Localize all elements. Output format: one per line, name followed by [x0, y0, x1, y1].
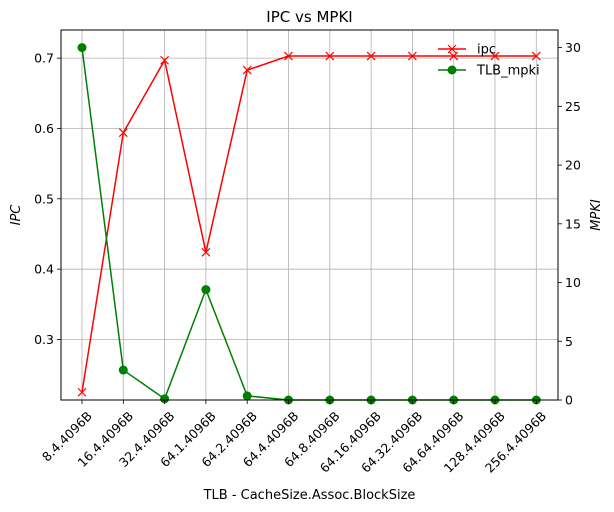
x-marker-stroke	[284, 51, 293, 61]
data-point-ipc	[449, 51, 459, 61]
x-marker-stroke	[407, 51, 417, 61]
y-right-tick-label: 20	[565, 158, 581, 173]
data-point-TLB_mpki	[201, 285, 211, 295]
x-marker-stroke	[490, 51, 500, 61]
data-point-ipc	[77, 387, 87, 397]
data-point-TLB_mpki	[77, 43, 87, 53]
y-left-tick-label: 0.5	[34, 191, 54, 206]
x-axis-label: TLB - CacheSize.Assoc.BlockSize	[203, 488, 416, 503]
legend-label: ipc	[477, 43, 496, 58]
series-line-ipc	[81, 55, 537, 393]
y-left-axis-ticks: 0.3 0.4 0.5 0.6 0.7	[34, 51, 61, 347]
y-right-tick-label: 25	[565, 99, 581, 114]
data-point-ipc	[490, 51, 500, 61]
data-point-ipc	[325, 51, 335, 61]
y-right-tick-label: 0	[565, 393, 573, 408]
plot-frame	[60, 29, 559, 401]
y-left-axis-label: IPC	[9, 204, 24, 226]
x-marker-stroke	[449, 51, 459, 61]
y-right-axis-ticks: 0 5 10 15 20 25 30	[558, 40, 581, 408]
legend-marker	[447, 65, 457, 75]
x-marker-stroke	[118, 128, 128, 138]
data-point-TLB_mpki	[118, 365, 128, 375]
data-point-ipc	[284, 51, 293, 61]
x-marker-stroke	[531, 51, 541, 61]
data-point-ipc	[201, 247, 211, 257]
x-marker-stroke	[325, 51, 335, 61]
x-marker-stroke	[77, 387, 87, 397]
data-point-TLB_mpki	[242, 391, 252, 401]
chart-title: IPC vs MPKI	[266, 8, 352, 26]
legend-marker-stroke	[447, 44, 457, 54]
data-point-TLB_mpki	[160, 394, 170, 404]
x-marker-stroke	[160, 55, 170, 65]
data-point-ipc	[407, 51, 417, 61]
legend-entry-TLB_mpki: TLB_mpki	[438, 64, 540, 79]
legend-entry-ipc: ipc	[438, 43, 496, 58]
data-point-ipc	[160, 55, 170, 65]
x-marker-stroke	[366, 51, 376, 61]
y-left-tick-label: 0.3	[34, 332, 54, 347]
y-right-axis-label: MPKI	[589, 199, 604, 231]
x-marker-stroke	[242, 65, 252, 75]
y-right-tick-label: 15	[565, 216, 581, 231]
grid-lines	[61, 30, 558, 400]
legend-label: TLB_mpki	[476, 64, 540, 79]
data-point-ipc	[366, 51, 376, 61]
y-left-tick-label: 0.4	[34, 262, 54, 277]
legend: ipc TLB_mpki	[438, 43, 540, 79]
y-right-tick-label: 10	[565, 275, 581, 290]
data-point-ipc	[531, 51, 541, 61]
data-point-ipc	[242, 65, 252, 75]
data-point-ipc	[118, 128, 128, 138]
y-left-tick-label: 0.6	[34, 121, 54, 136]
y-right-tick-label: 5	[565, 334, 573, 349]
y-right-tick-label: 30	[565, 40, 581, 55]
x-marker-stroke	[201, 247, 211, 257]
y-left-tick-label: 0.7	[34, 51, 54, 66]
